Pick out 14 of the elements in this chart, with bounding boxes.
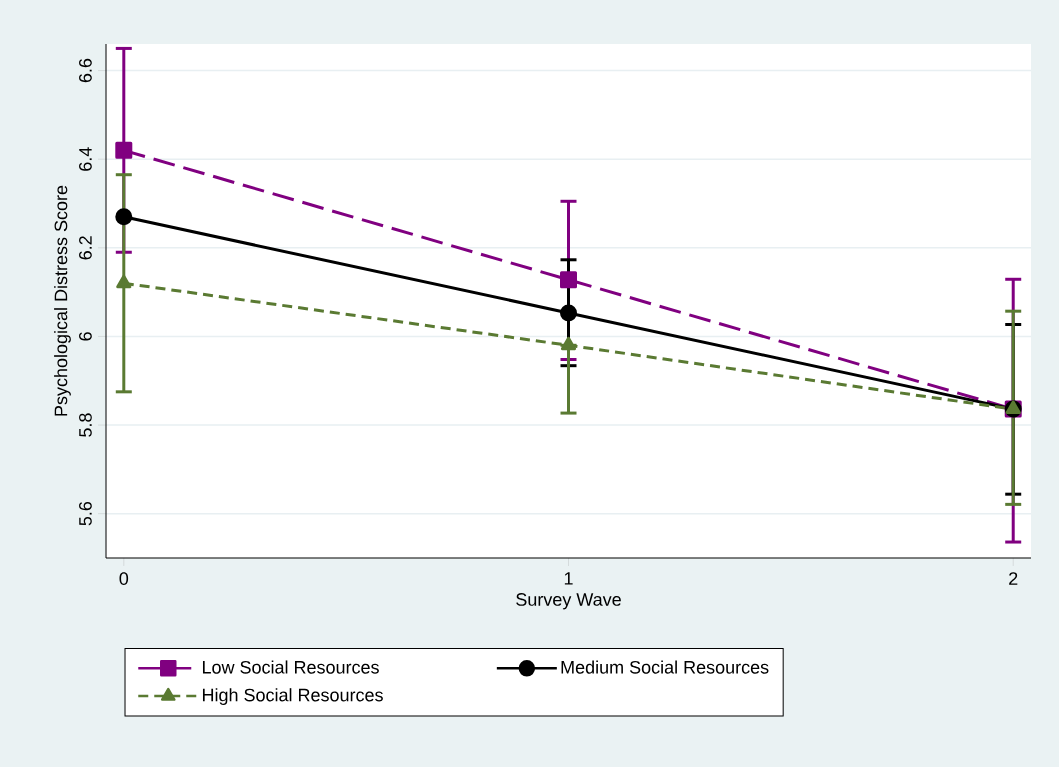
x-tick-label: 1 — [564, 572, 573, 585]
y-tick-label: 6.2 — [79, 236, 92, 260]
legend-label: Low Social Resources — [202, 660, 379, 674]
x-axis-title: Survey Wave — [516, 593, 621, 610]
legend-label: High Social Resources — [202, 688, 383, 705]
legend-label: Medium Social Resources — [561, 660, 769, 674]
x-tick-label: 2 — [1009, 572, 1018, 585]
y-tick-label: 6.4 — [79, 147, 92, 171]
y-tick-label: 6 — [79, 332, 92, 341]
y-tick-label: 5.8 — [79, 413, 92, 437]
y-tick-label: 6.6 — [79, 58, 92, 83]
y-tick-label: 5.6 — [79, 501, 92, 526]
y-axis-title: Psychological Distress Score — [54, 185, 71, 416]
x-tick-label: 0 — [119, 572, 129, 585]
